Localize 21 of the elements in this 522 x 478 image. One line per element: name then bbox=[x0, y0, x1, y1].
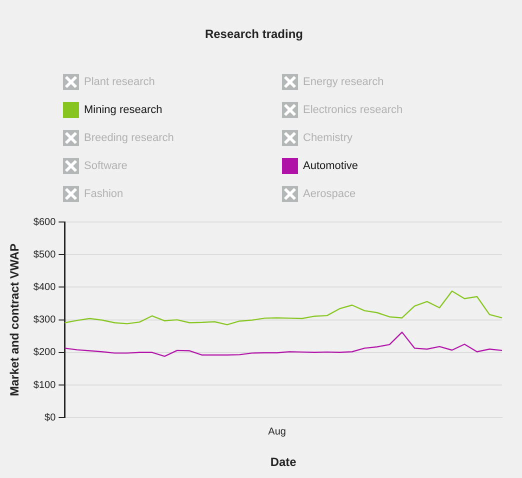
chart-title: Research trading bbox=[204, 27, 304, 41]
legend-label: Breeding research bbox=[84, 132, 174, 144]
y-tick-label: $0 bbox=[44, 412, 56, 424]
legend-label: Plant research bbox=[84, 76, 155, 88]
legend-label: Mining research bbox=[84, 104, 162, 116]
legend-label: Software bbox=[84, 160, 128, 172]
y-axis-title: Market and contract VWAP bbox=[8, 243, 22, 396]
y-tick-label: $600 bbox=[33, 216, 56, 228]
y-tick-label: $200 bbox=[33, 347, 56, 358]
y-tick-label: $400 bbox=[33, 282, 56, 293]
y-tick-label: $500 bbox=[33, 249, 56, 260]
legend-label: Aerospace bbox=[303, 188, 356, 200]
x-tick-label: Aug bbox=[268, 426, 286, 438]
y-tick-label: $300 bbox=[33, 314, 56, 326]
legend-label: Automotive bbox=[303, 160, 358, 172]
legend-label: Fashion bbox=[84, 188, 124, 200]
legend-label: Chemistry bbox=[303, 132, 353, 144]
x-axis-title: Date bbox=[270, 455, 297, 470]
y-tick-label: $100 bbox=[33, 380, 56, 391]
legend-label: Electronics research bbox=[303, 104, 403, 116]
legend-label: Energy research bbox=[303, 76, 384, 88]
